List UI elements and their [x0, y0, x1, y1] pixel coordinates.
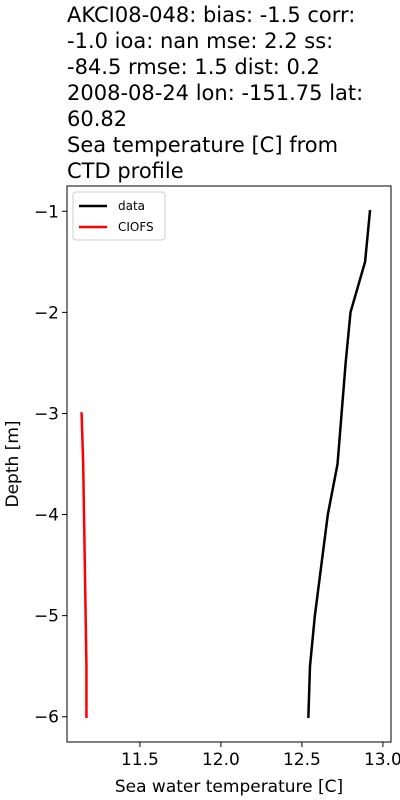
ticks-layer: 11.5 12.0 12.5 13.0 −1 −2 −3 −4 −5 −6 [34, 202, 400, 770]
plot-frame [66, 185, 392, 743]
series-layer [80, 209, 372, 719]
x-tick-label: 12.0 [202, 750, 240, 770]
legend-label-data: data [118, 199, 145, 213]
y-tick-label: −4 [34, 506, 59, 526]
title-line-7: CTD profile [67, 159, 184, 183]
series-line-data [307, 209, 372, 719]
y-tick-label: −5 [34, 607, 59, 627]
x-axis-label: Sea water temperature [C] [115, 777, 343, 797]
y-tick-label: −3 [34, 404, 59, 424]
x-tick-label: 12.5 [283, 750, 321, 770]
title-line-3: -84.5 rmse: 1.5 dist: 0.2 [67, 55, 320, 79]
x-tick-label: 11.5 [121, 750, 159, 770]
y-tick-label: −6 [34, 708, 59, 728]
series-line-ciofs [80, 412, 88, 718]
title-line-1: AKCI08-048: bias: -1.5 corr: [67, 3, 356, 27]
y-axis-label: Depth [m] [3, 420, 23, 507]
title-line-4: 2008-08-24 lon: -151.75 lat: [67, 81, 364, 105]
title-line-5: 60.82 [67, 107, 128, 131]
legend: data CIOFS [72, 191, 166, 241]
chart-title: AKCI08-048: bias: -1.5 corr: -1.0 ioa: n… [67, 2, 397, 184]
x-tick-label: 13.0 [364, 750, 400, 770]
title-line-6: Sea temperature [C] from [67, 133, 339, 157]
title-line-2: -1.0 ioa: nan mse: 2.2 ss: [67, 29, 334, 53]
y-tick-label: −2 [34, 303, 59, 323]
y-tick-label: −1 [34, 202, 59, 222]
legend-label-ciofs: CIOFS [118, 220, 154, 234]
